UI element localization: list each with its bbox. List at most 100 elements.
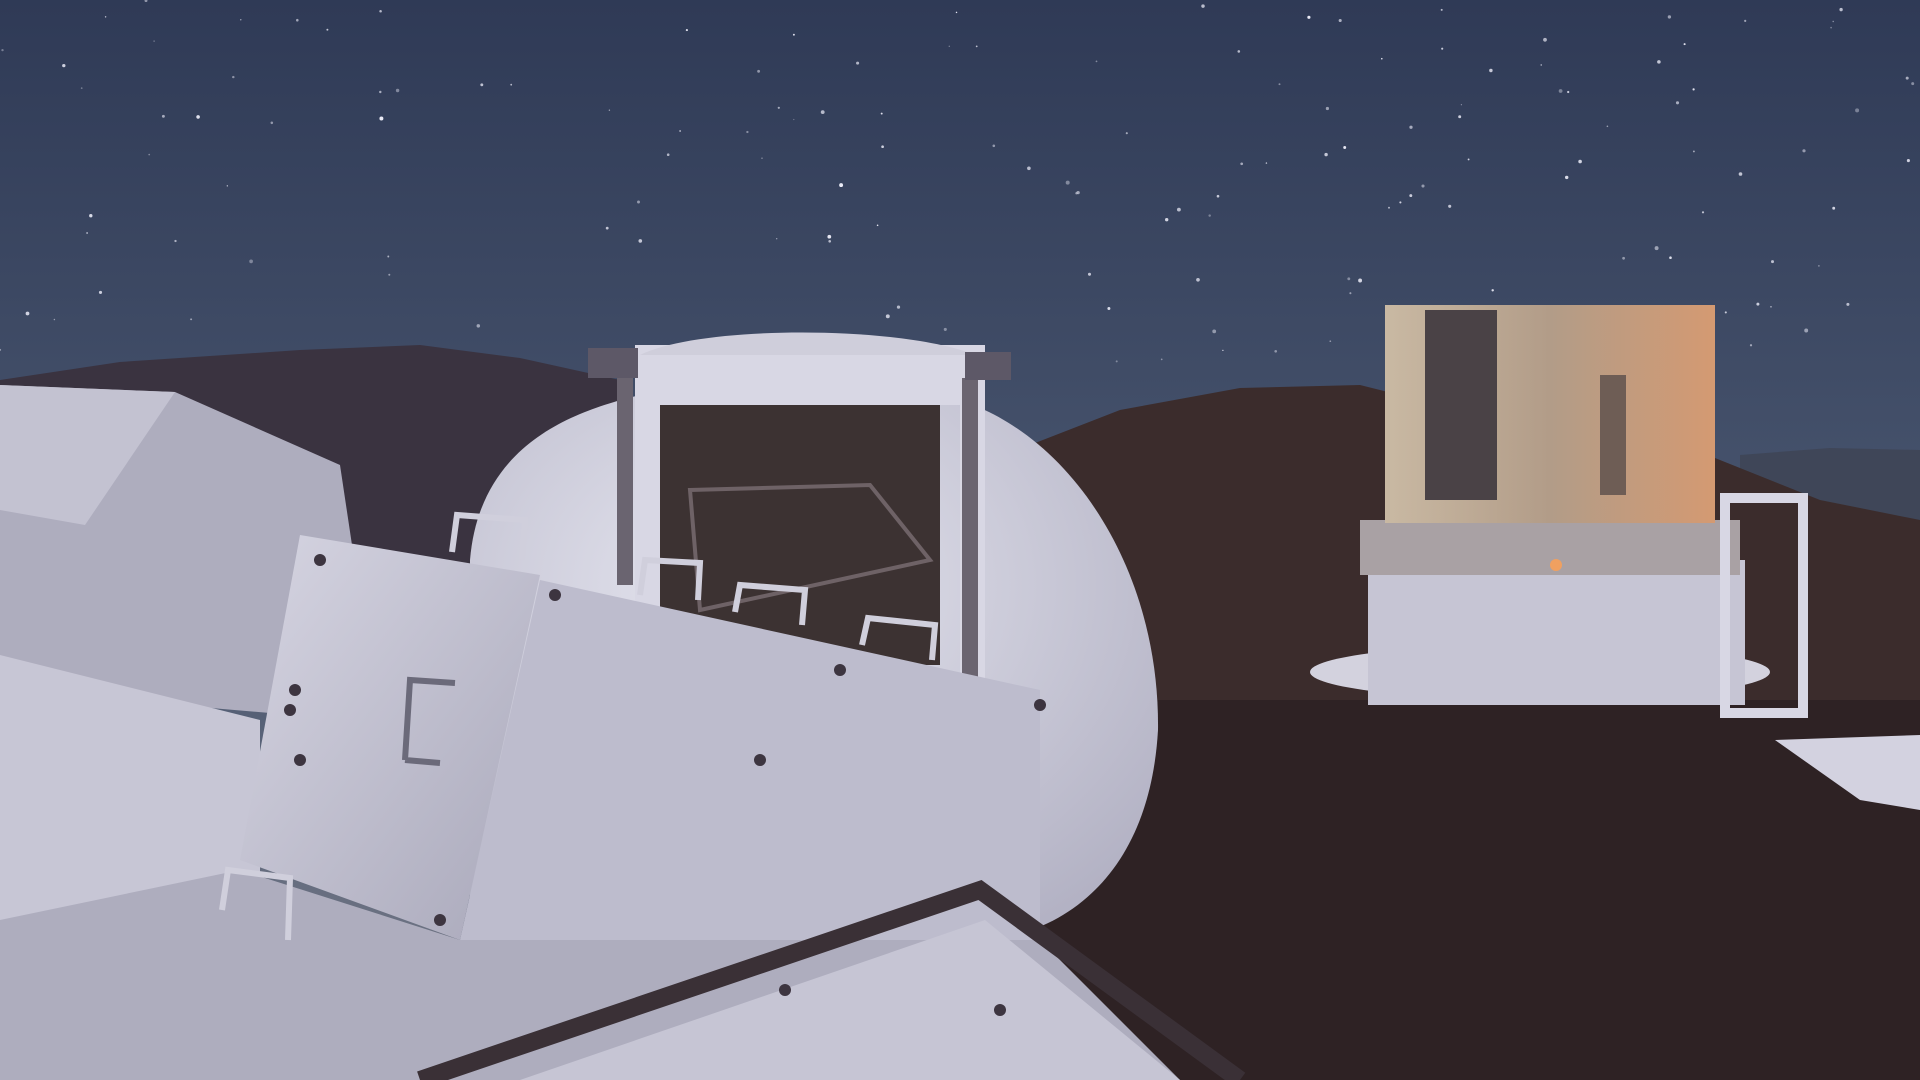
star	[249, 259, 253, 264]
star	[1307, 15, 1311, 19]
star	[975, 45, 978, 48]
star	[174, 239, 177, 243]
foreground-rail-inner	[520, 920, 1180, 1080]
star	[1388, 206, 1390, 209]
star	[104, 16, 107, 18]
star	[379, 116, 384, 121]
front-panel-large	[460, 580, 1040, 940]
star	[685, 29, 688, 32]
star	[605, 226, 609, 230]
handle-5	[219, 866, 294, 941]
star	[53, 318, 56, 321]
star	[820, 110, 825, 115]
right-edge-panel	[1775, 735, 1920, 810]
handle-3	[732, 581, 809, 626]
star	[86, 232, 89, 234]
star	[1095, 60, 1098, 63]
star	[1237, 50, 1241, 53]
star	[62, 63, 66, 68]
star	[1830, 26, 1832, 29]
star	[1692, 150, 1695, 153]
rivet	[549, 589, 561, 601]
star	[1448, 204, 1452, 208]
star	[1160, 358, 1163, 361]
star	[881, 145, 884, 149]
star	[992, 144, 996, 148]
star	[1683, 43, 1686, 46]
dome-ladder-left	[617, 370, 633, 585]
star	[776, 238, 778, 240]
star	[144, 0, 148, 3]
star	[1654, 246, 1659, 251]
rivet	[779, 984, 791, 996]
star	[839, 183, 844, 188]
star	[1832, 20, 1834, 23]
star	[1409, 125, 1413, 129]
star	[388, 273, 391, 276]
star	[1087, 272, 1092, 276]
rivet	[314, 554, 326, 566]
star	[1409, 194, 1413, 198]
right-observatory-slit	[1425, 310, 1497, 500]
star	[153, 40, 155, 42]
star	[896, 305, 901, 309]
star	[480, 83, 484, 87]
dome-ladder-right	[962, 378, 978, 678]
rivet	[284, 704, 296, 716]
star	[387, 255, 390, 258]
star	[943, 327, 947, 331]
star	[1749, 344, 1753, 347]
star	[880, 112, 883, 115]
star	[1325, 106, 1329, 111]
front-panel-hatch	[240, 535, 540, 940]
star	[1622, 256, 1625, 260]
star	[1460, 104, 1463, 106]
star	[777, 106, 780, 109]
star	[1274, 349, 1278, 353]
star	[1855, 108, 1860, 113]
star	[1802, 149, 1806, 153]
star	[232, 75, 235, 79]
star	[608, 109, 611, 111]
star	[1358, 278, 1363, 283]
star	[637, 200, 640, 204]
star	[379, 10, 382, 13]
dome-railing-left	[588, 348, 638, 378]
right-observatory-light	[1550, 559, 1562, 571]
star	[379, 90, 382, 94]
star	[296, 18, 299, 22]
star	[746, 130, 749, 134]
star	[1540, 64, 1542, 66]
star	[1839, 7, 1843, 12]
star	[1076, 190, 1080, 195]
star	[1832, 206, 1836, 210]
star	[1491, 289, 1494, 292]
star	[25, 311, 30, 316]
star	[1421, 184, 1425, 188]
star	[1564, 175, 1569, 180]
star	[1065, 180, 1070, 185]
star	[80, 87, 83, 89]
rivet	[754, 754, 766, 766]
star	[1349, 292, 1352, 295]
star	[1278, 83, 1281, 86]
foreground-panels	[0, 511, 1246, 1080]
star	[270, 121, 274, 125]
dome-railing-right	[965, 352, 1011, 380]
star	[1738, 172, 1743, 176]
panel-rivets	[284, 554, 1046, 1016]
star	[1458, 115, 1462, 119]
star	[1804, 328, 1809, 333]
star	[1212, 329, 1217, 334]
star	[1744, 19, 1747, 23]
star	[1265, 162, 1268, 164]
star	[1467, 158, 1470, 161]
foreground-rail	[417, 879, 1246, 1080]
star	[856, 61, 860, 65]
right-observatory	[1310, 305, 1808, 718]
star	[876, 224, 879, 227]
rivet	[289, 684, 301, 696]
star	[885, 314, 890, 319]
star	[1343, 146, 1347, 149]
